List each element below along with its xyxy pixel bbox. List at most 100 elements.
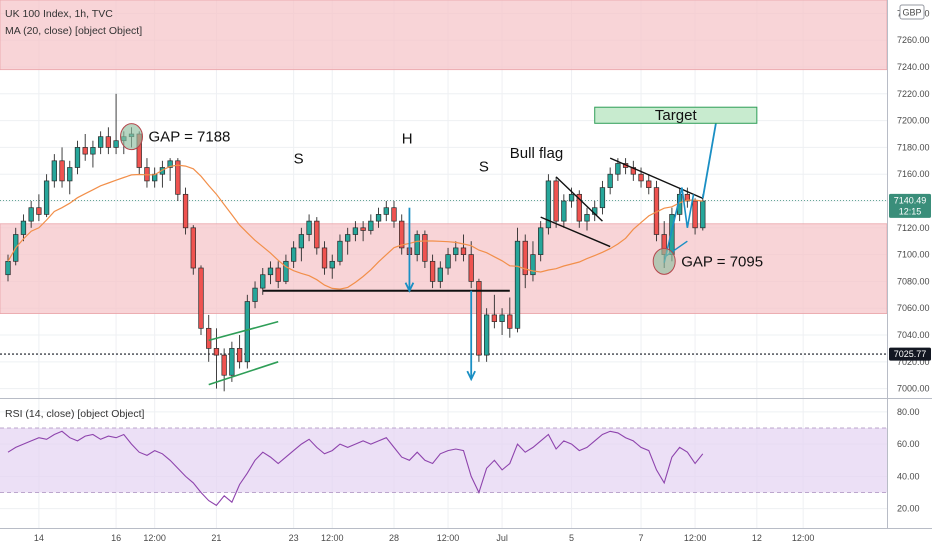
candle-body [267, 267, 274, 276]
candle-body [167, 160, 173, 168]
time-tick-label: 16 [111, 533, 121, 543]
candle [576, 190, 582, 228]
time-tick-label: 12:00 [792, 533, 815, 543]
arrow-down-2 [466, 290, 476, 382]
symbol-legend[interactable]: UK 100 Index, 1h, TVC [5, 8, 113, 20]
candle-body [360, 227, 366, 231]
candle [321, 241, 328, 275]
candle-body [82, 147, 88, 155]
candle-body [545, 180, 552, 229]
rsi-tick-label: 80.00 [897, 407, 920, 417]
candle [399, 214, 405, 255]
pattern-label: Bull flag [510, 145, 563, 162]
time-tick-label: Jul [496, 533, 508, 543]
candle [252, 281, 258, 309]
price-lines [0, 199, 887, 355]
price-tick-label: 7020.00 [897, 357, 930, 367]
candle [43, 174, 50, 218]
candle [607, 167, 613, 195]
price-tick-label: 7160.00 [897, 169, 930, 179]
time-tick-label: 5 [569, 533, 574, 543]
ma-legend[interactable]: MA (20, close) [object Object] [5, 25, 142, 37]
svg-text:GBP: GBP [902, 8, 921, 18]
candle [290, 241, 297, 269]
candle [545, 174, 552, 235]
candle-body [483, 314, 490, 356]
candle [538, 221, 544, 262]
candle [476, 278, 482, 362]
candle-body [352, 227, 359, 235]
candle [206, 314, 212, 362]
candle-body [175, 160, 181, 195]
candle [383, 201, 389, 222]
candle-body [182, 193, 189, 229]
candle [283, 254, 289, 285]
rsi-tick-label: 60.00 [897, 439, 920, 449]
candle [522, 234, 528, 289]
candle-body [260, 274, 266, 289]
candle [221, 348, 227, 392]
rsi-legend[interactable]: RSI (14, close) [object Object] [5, 408, 145, 420]
candle-body [692, 200, 698, 229]
time-axis[interactable]: 14 16 12:00 21 23 12:00 28 12:00 Jul 5 7 12:00 12 12:… [34, 533, 815, 543]
arrow-down-2-head [466, 370, 476, 382]
candle-body [105, 136, 112, 148]
candle [59, 147, 65, 188]
time-tick-label: 12 [752, 533, 762, 543]
candle-body [298, 234, 305, 249]
candle-body [43, 180, 50, 215]
time-tick-label: 12:00 [437, 533, 460, 543]
candle [445, 247, 451, 275]
candle [97, 131, 104, 155]
candle-body [684, 193, 691, 202]
annotations: GAP = 7188 GAP = 7095 S H S Bull flag Target [120, 106, 763, 275]
flag-upper [555, 176, 603, 222]
price-tick-label: 7040.00 [897, 330, 930, 340]
candle [159, 160, 166, 188]
candle-body [599, 187, 606, 209]
drawings [208, 107, 722, 386]
candle [74, 140, 81, 175]
candle-body [113, 140, 119, 148]
arrow-down-1-head [404, 282, 415, 293]
rsi-axis[interactable]: 80.00 60.00 40.00 20.00 [897, 407, 920, 514]
price-tick-label: 7180.00 [897, 142, 930, 152]
candle-body [74, 147, 81, 168]
candle [244, 294, 250, 369]
candle-body [576, 193, 582, 222]
arrow-down-1 [404, 207, 415, 293]
candle [437, 261, 443, 289]
time-tick-label: 21 [211, 533, 221, 543]
candle [692, 198, 698, 235]
candle [468, 241, 474, 289]
candle [491, 294, 498, 329]
candle [144, 158, 150, 188]
candle-body [422, 234, 428, 262]
price-tick-label: 7060.00 [897, 303, 930, 313]
price-zone [0, 223, 888, 314]
candle [345, 227, 351, 255]
candle [368, 214, 374, 235]
candle [105, 127, 112, 155]
rsi-tick-label: 20.00 [897, 504, 920, 514]
candle-body [468, 254, 474, 282]
candle-body [90, 147, 96, 155]
gap-annotation: GAP = 7188 [120, 123, 230, 151]
candle [599, 180, 606, 215]
candle-body [290, 247, 297, 262]
price-tag-bg [889, 193, 931, 218]
time-tick-label: 12:00 [143, 533, 166, 543]
price-tick-label: 7120.00 [897, 223, 930, 233]
candle-body [530, 254, 536, 276]
arrow-up-target-shaft [701, 109, 720, 199]
currency-badge[interactable]: GBP [899, 4, 925, 20]
channel-lower [208, 361, 279, 386]
candle [630, 160, 636, 181]
candle-body [252, 287, 258, 302]
candle [460, 234, 467, 262]
pattern-label: S [479, 159, 489, 176]
candle [429, 254, 436, 289]
candle [375, 207, 382, 228]
candle [553, 176, 559, 228]
